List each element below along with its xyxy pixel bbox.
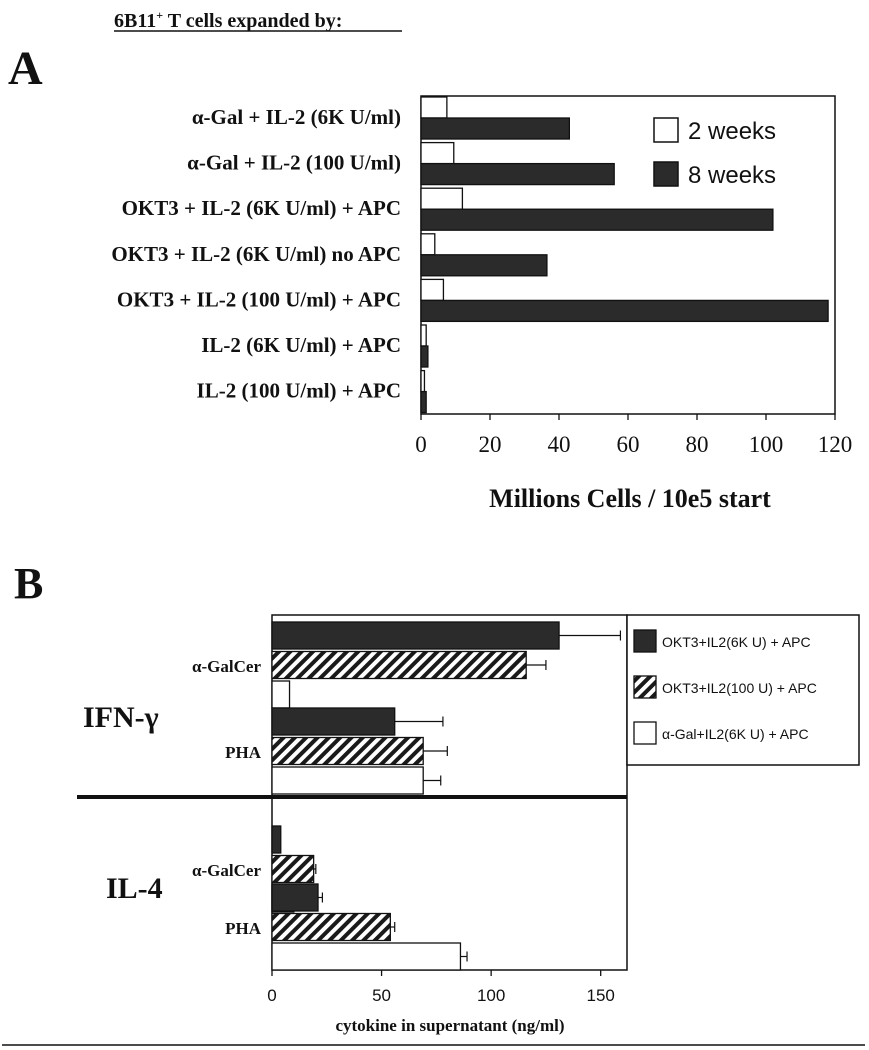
bar-2-weeks — [420, 278, 445, 302]
panel-a-x-axis: 0 20 40 60 80 100 120 — [415, 414, 852, 457]
x-tick-label: 120 — [818, 432, 853, 457]
panel-a-bars — [420, 96, 829, 414]
bar-solid — [271, 707, 396, 736]
panel-b-legend-frame — [626, 614, 860, 766]
bar-8-weeks — [420, 162, 615, 186]
x-tick-label: 20 — [479, 432, 502, 457]
panel-b-x-axis: 0 50 100 150 — [267, 970, 615, 1005]
category-label: α-Gal + IL-2 (100 U/ml) — [187, 151, 401, 175]
bar-2-weeks — [420, 187, 464, 210]
legend-swatch — [653, 161, 679, 187]
category-label: OKT3 + IL-2 (100 U/ml) + APC — [117, 287, 401, 311]
category-label: OKT3 + IL-2 (6K U/ml) no APC — [111, 242, 401, 266]
x-tick-label: 80 — [686, 432, 709, 457]
legend-label: OKT3+IL2(100 U) + APC — [662, 680, 817, 696]
bar-hatched — [271, 736, 424, 766]
bar-solid — [271, 825, 282, 854]
bar-2-weeks — [420, 96, 448, 119]
legend-swatch — [633, 629, 657, 653]
panel-b-group-label-ifn: IFN-γ — [83, 701, 159, 734]
panel-b-legend: OKT3+IL2(6K U) + APC OKT3+IL2(100 U) + AP… — [633, 629, 817, 745]
category-label: α-GalCer — [192, 861, 261, 880]
x-tick-label: 40 — [548, 432, 571, 457]
x-tick-label: 50 — [372, 986, 391, 1005]
category-label: OKT3 + IL-2 (6K U/ml) + APC — [122, 196, 401, 220]
legend-swatch — [653, 117, 679, 143]
panel-b-category-labels: α-GalCer PHA α-GalCer PHA — [192, 657, 262, 938]
legend-label: α-Gal+IL2(6K U) + APC — [662, 726, 809, 742]
x-tick-label: 0 — [267, 986, 276, 1005]
legend-label: OKT3+IL2(6K U) + APC — [662, 634, 811, 650]
bar-2-weeks — [420, 324, 427, 347]
panel-b-label: B — [14, 559, 43, 608]
panel-a-x-axis-label: Millions Cells / 10e5 start — [489, 484, 771, 513]
bar-solid — [271, 883, 319, 912]
legend-label: 2 weeks — [688, 118, 776, 145]
bar-open — [271, 766, 424, 795]
panel-a-label: A — [8, 42, 43, 95]
panel-a-legend: 2 weeks 8 weeks — [653, 117, 776, 189]
legend-label: 8 weeks — [688, 162, 776, 189]
x-tick-label: 100 — [477, 986, 505, 1005]
bar-open — [271, 942, 462, 971]
bar-open — [271, 680, 291, 709]
panel-a-category-labels: α-Gal + IL-2 (6K U/ml) α-Gal + IL-2 (100 … — [111, 105, 401, 403]
bar-hatched — [271, 912, 391, 942]
bar-hatched — [271, 854, 315, 884]
x-tick-label: 100 — [749, 432, 784, 457]
category-label: IL-2 (6K U/ml) + APC — [201, 333, 401, 357]
category-label: PHA — [225, 743, 262, 762]
bar-2-weeks — [420, 141, 455, 165]
legend-swatch — [633, 675, 657, 699]
panel-b-x-axis-label: cytokine in supernatant (ng/ml) — [335, 1016, 564, 1035]
panel-b: IFN-γ IL-4 α-GalCer PHA α-GalCer PHA 0 50 100… — [77, 614, 860, 1035]
bar-solid — [271, 621, 560, 650]
x-tick-label: 60 — [617, 432, 640, 457]
bar-8-weeks — [420, 254, 548, 277]
bar-hatched — [271, 650, 527, 680]
bar-8-weeks — [420, 299, 829, 323]
category-label: IL-2 (100 U/ml) + APC — [197, 379, 401, 403]
bar-2-weeks — [420, 233, 436, 256]
bar-8-weeks — [420, 345, 429, 368]
bar-8-weeks — [420, 390, 427, 414]
legend-swatch — [633, 721, 657, 745]
x-tick-label: 0 — [415, 432, 427, 457]
panel-a: α-Gal + IL-2 (6K U/ml) α-Gal + IL-2 (100 … — [111, 95, 852, 513]
bar-8-weeks — [420, 208, 774, 231]
panel-b-bars — [271, 621, 622, 971]
bar-2-weeks — [420, 369, 426, 393]
figure-title: 6B11+ T cells expanded by: — [114, 8, 342, 32]
category-label: α-Gal + IL-2 (6K U/ml) — [192, 105, 401, 129]
category-label: PHA — [225, 919, 262, 938]
panel-b-group-label-il4: IL-4 — [106, 872, 163, 905]
x-tick-label: 150 — [587, 986, 615, 1005]
bar-8-weeks — [420, 117, 571, 140]
category-label: α-GalCer — [192, 657, 261, 676]
